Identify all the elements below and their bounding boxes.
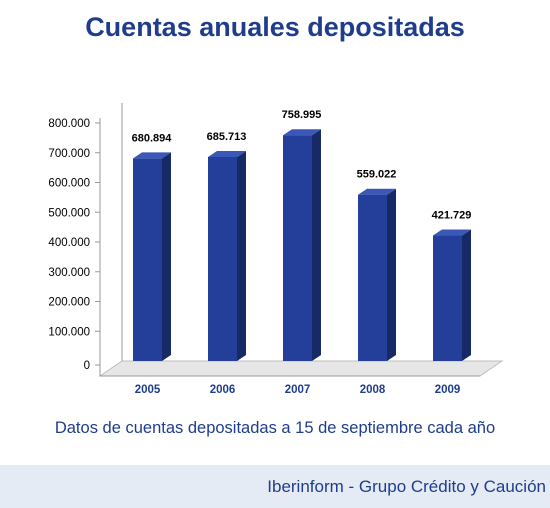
data-label: 559.022 — [357, 169, 397, 181]
bar-top — [358, 188, 396, 195]
y-tick-label: 400.000 — [48, 237, 90, 249]
chart-title: Cuentas anuales depositadas — [85, 12, 465, 42]
chart-caption: Datos de cuentas depositadas a 15 de sep… — [54, 419, 496, 437]
chart-floor — [98, 360, 504, 377]
bar-front — [358, 194, 387, 361]
bar — [133, 152, 171, 361]
bar-front — [133, 158, 162, 361]
bar — [358, 188, 396, 361]
y-tick-label: 700.000 — [48, 148, 90, 160]
bar-front — [433, 235, 462, 361]
bar-side — [162, 152, 171, 361]
data-label: 421.729 — [432, 210, 472, 222]
bar-front — [208, 157, 237, 361]
y-tick-label: 200.000 — [48, 297, 90, 309]
data-label: 685.713 — [207, 131, 247, 143]
chart-axes — [95, 103, 504, 377]
bar-top — [208, 151, 246, 158]
y-tick-label: 300.000 — [48, 267, 90, 279]
bar-side — [237, 151, 246, 361]
bar — [283, 129, 321, 361]
bar-side — [462, 229, 471, 361]
x-tick-label: 2006 — [210, 384, 236, 396]
bar-front — [283, 135, 312, 361]
chart-bars — [133, 129, 471, 361]
y-tick-label: 0 — [84, 360, 90, 372]
footer-bar: Iberinform - Grupo Crédito y Caución — [0, 465, 550, 508]
chart-labels: 0 100.000 200.000 300.000 400.000 500.000 600.… — [48, 109, 471, 396]
y-tick-label: 800.000 — [48, 118, 90, 130]
bar-top — [133, 152, 171, 159]
y-tick-label: 100.000 — [48, 326, 90, 338]
bar-chart: 0 100.000 200.000 300.000 400.000 500.000 600.… — [48, 103, 504, 396]
bar-side — [312, 129, 321, 361]
bar-top — [283, 129, 321, 136]
x-tick-label: 2009 — [435, 384, 461, 396]
data-label: 680.894 — [132, 132, 173, 144]
x-tick-label: 2007 — [285, 384, 311, 396]
footer-text: Iberinform - Grupo Crédito y Caución — [267, 477, 546, 496]
y-tick-label: 500.000 — [48, 207, 90, 219]
data-label: 758.995 — [282, 109, 322, 121]
bar-top — [433, 229, 471, 236]
x-tick-label: 2008 — [360, 384, 386, 396]
y-tick-label: 600.000 — [48, 178, 90, 190]
bar — [433, 229, 471, 361]
x-tick-label: 2005 — [135, 384, 161, 396]
bar — [208, 151, 246, 361]
bar-side — [387, 188, 396, 361]
